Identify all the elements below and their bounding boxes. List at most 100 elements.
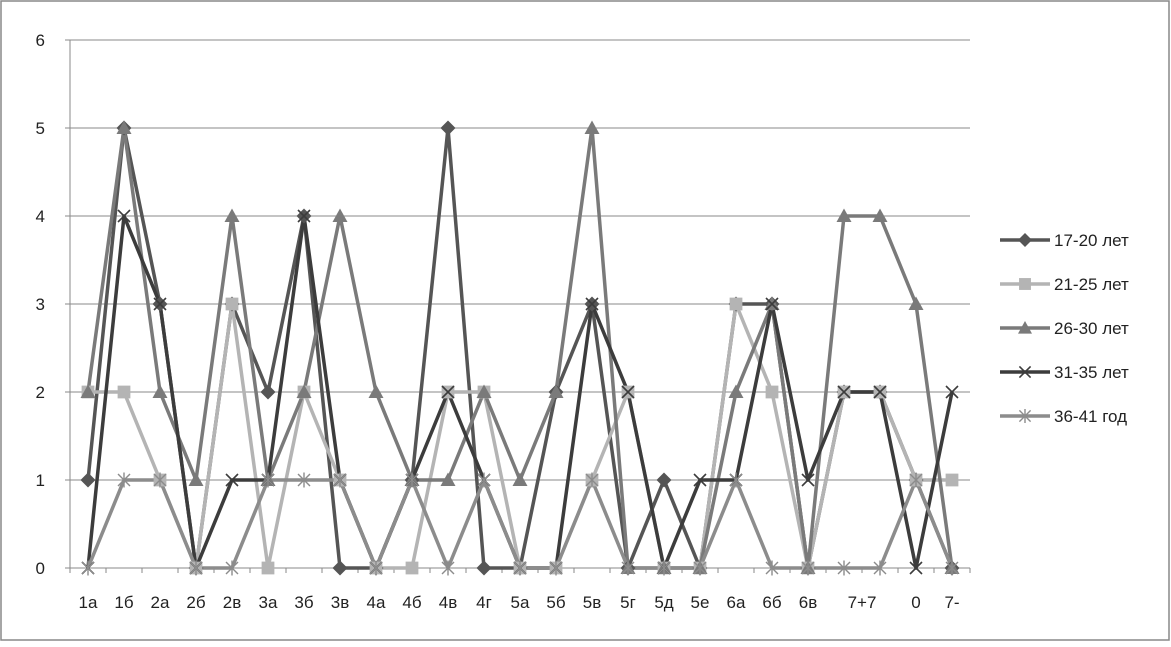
data-point	[332, 560, 348, 576]
data-point	[441, 385, 455, 399]
data-point	[80, 472, 96, 488]
data-point	[872, 208, 888, 222]
x-tick-label: 5б	[546, 593, 565, 612]
data-point	[836, 208, 852, 222]
data-point	[297, 472, 311, 488]
legend-marker	[1018, 365, 1032, 379]
data-point	[548, 384, 564, 398]
data-point	[909, 561, 923, 575]
data-point	[225, 297, 239, 311]
data-point	[440, 120, 456, 136]
data-point	[621, 385, 635, 399]
legend-marker	[1019, 278, 1031, 290]
data-point	[440, 472, 456, 486]
data-point	[693, 473, 707, 487]
data-point	[441, 560, 455, 576]
data-point	[908, 296, 924, 310]
data-point	[261, 472, 275, 488]
data-point	[296, 384, 312, 398]
data-point	[117, 209, 131, 223]
y-tick-label: 3	[36, 295, 45, 314]
data-point	[656, 472, 672, 488]
data-point	[477, 472, 491, 488]
data-point	[693, 560, 707, 576]
x-tick-label: 2в	[223, 593, 242, 612]
data-point	[657, 560, 671, 576]
x-tick-label: 4а	[367, 593, 386, 612]
data-point	[117, 385, 131, 399]
data-point	[153, 472, 167, 488]
legend-item: 31-35 лет	[1000, 363, 1129, 382]
y-tick-label: 6	[36, 31, 45, 50]
x-tick-label: 3в	[331, 593, 350, 612]
data-point	[837, 560, 851, 576]
legend-item: 36-41 год	[1000, 407, 1127, 426]
data-point	[765, 560, 779, 576]
data-point	[909, 472, 923, 488]
data-point	[224, 208, 240, 222]
data-point	[117, 472, 131, 488]
x-tick-label: 6в	[799, 593, 818, 612]
x-axis-ticks: 1а 1б 2а 2б 2в 3а 3б 3в 4а 4б 4в 4г 5а 5б 5в 5г 5д 5е 6а 6б…	[69, 568, 971, 612]
x-tick-label: 5а	[511, 593, 530, 612]
data-point	[945, 385, 959, 399]
data-point	[225, 560, 239, 576]
data-point	[584, 120, 600, 134]
x-tick-label: 0	[911, 593, 920, 612]
x-tick-label: 5в	[583, 593, 602, 612]
x-tick-label: 5д	[654, 593, 673, 612]
data-point	[188, 472, 204, 486]
x-tick-label: 5г	[620, 593, 636, 612]
data-point	[513, 560, 527, 576]
y-tick-label: 0	[36, 559, 45, 578]
data-point	[260, 384, 276, 400]
data-point	[369, 560, 383, 576]
data-point	[549, 560, 563, 576]
x-tick-label: 1б	[114, 593, 133, 612]
data-point	[476, 560, 492, 576]
x-tick-label: 1а	[79, 593, 98, 612]
data-point	[873, 560, 887, 576]
data-point	[153, 297, 167, 311]
x-tick-label: 3б	[294, 593, 313, 612]
data-point	[261, 561, 275, 575]
x-tick-label: 2б	[186, 593, 205, 612]
legend-marker	[1018, 409, 1032, 423]
x-tick-label: 6а	[727, 593, 746, 612]
legend-item: 17-20 лет	[1000, 231, 1129, 250]
legend-label: 36-41 год	[1054, 407, 1127, 426]
legend: 17-20 лет 21-25 лет 26-30 лет 31-35 лет 36-4…	[1000, 231, 1129, 426]
data-point	[765, 297, 779, 311]
legend-marker	[1018, 233, 1032, 247]
data-point	[152, 384, 168, 398]
data-point	[873, 385, 887, 399]
x-tick-label: 4б	[402, 593, 421, 612]
data-point	[801, 560, 815, 576]
data-point	[116, 120, 132, 134]
y-tick-label: 5	[36, 119, 45, 138]
data-point	[765, 385, 779, 399]
data-point	[333, 472, 347, 488]
data-point	[332, 208, 348, 222]
y-tick-label: 2	[36, 383, 45, 402]
x-tick-label: 4г	[476, 593, 492, 612]
legend-label: 17-20 лет	[1054, 231, 1129, 250]
x-tick-label: 5е	[691, 593, 710, 612]
data-point	[729, 472, 743, 488]
legend-item: 21-25 лет	[1000, 275, 1129, 294]
x-tick-label: 3а	[259, 593, 278, 612]
data-point	[621, 560, 635, 576]
x-tick-label: 7+7	[848, 593, 877, 612]
data-point	[837, 385, 851, 399]
data-point	[585, 472, 599, 488]
legend-marker	[1018, 321, 1032, 334]
data-point	[225, 473, 239, 487]
y-tick-label: 4	[36, 207, 45, 226]
data-point	[728, 384, 744, 398]
data-point	[297, 209, 311, 223]
data-point	[80, 384, 96, 398]
legend-label: 21-25 лет	[1054, 275, 1129, 294]
data-point	[945, 560, 959, 576]
